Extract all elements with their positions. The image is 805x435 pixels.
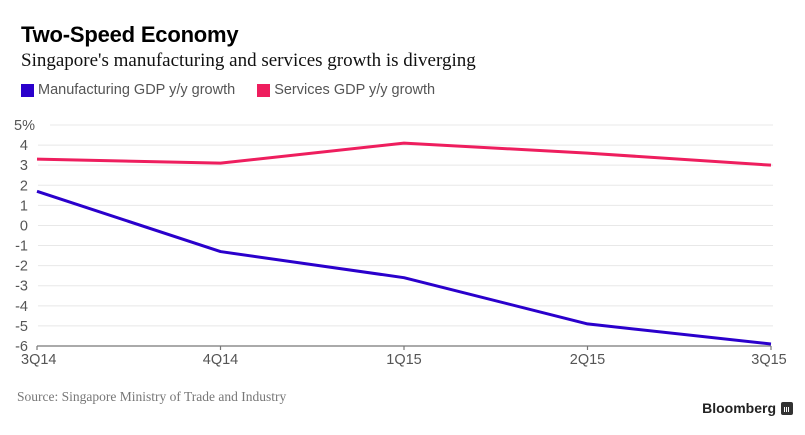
legend-swatch-manufacturing	[21, 83, 34, 97]
y-tick-label: 4	[20, 138, 28, 154]
y-tick-label: -4	[15, 299, 28, 315]
x-tick-label: 3Q14	[21, 352, 56, 368]
x-tick-label: 3Q15	[751, 352, 786, 368]
y-tick-label: -5	[15, 319, 28, 335]
legend-item-services: Services GDP y/y growth	[257, 82, 435, 98]
y-tick-label: 2	[20, 178, 28, 194]
bloomberg-chart-icon	[781, 401, 793, 415]
legend: Manufacturing GDP y/y growth Services GD…	[21, 82, 457, 98]
y-tick-label: -2	[15, 259, 28, 275]
y-tick-label: 5%	[14, 118, 35, 134]
series-line-manufacturing	[36, 189, 772, 346]
y-tick-label: 1	[20, 198, 28, 214]
series-line-services	[36, 141, 772, 167]
y-tick-label: 3	[20, 158, 28, 174]
brand-name: Bloomberg	[702, 400, 776, 416]
y-tick-label: -1	[15, 239, 28, 255]
legend-label-services: Services GDP y/y growth	[274, 82, 436, 98]
y-tick-label: -3	[15, 279, 28, 295]
x-tick-label: 1Q15	[386, 352, 421, 368]
x-tick-label: 4Q14	[203, 352, 238, 368]
legend-label-manufacturing: Manufacturing GDP y/y growth	[38, 82, 236, 98]
y-tick-label: -6	[15, 339, 28, 355]
y-tick-label: 0	[20, 218, 28, 234]
chart-subtitle: Singapore's manufacturing and services g…	[21, 50, 476, 71]
legend-swatch-services	[257, 83, 271, 97]
legend-item-manufacturing: Manufacturing GDP y/y growth	[21, 82, 235, 98]
chart-title: Two-Speed Economy	[21, 22, 239, 47]
x-tick-label: 2Q15	[570, 352, 605, 368]
source-note: Source: Singapore Ministry of Trade and …	[17, 389, 287, 404]
brand-logo: Bloomberg	[702, 400, 793, 416]
